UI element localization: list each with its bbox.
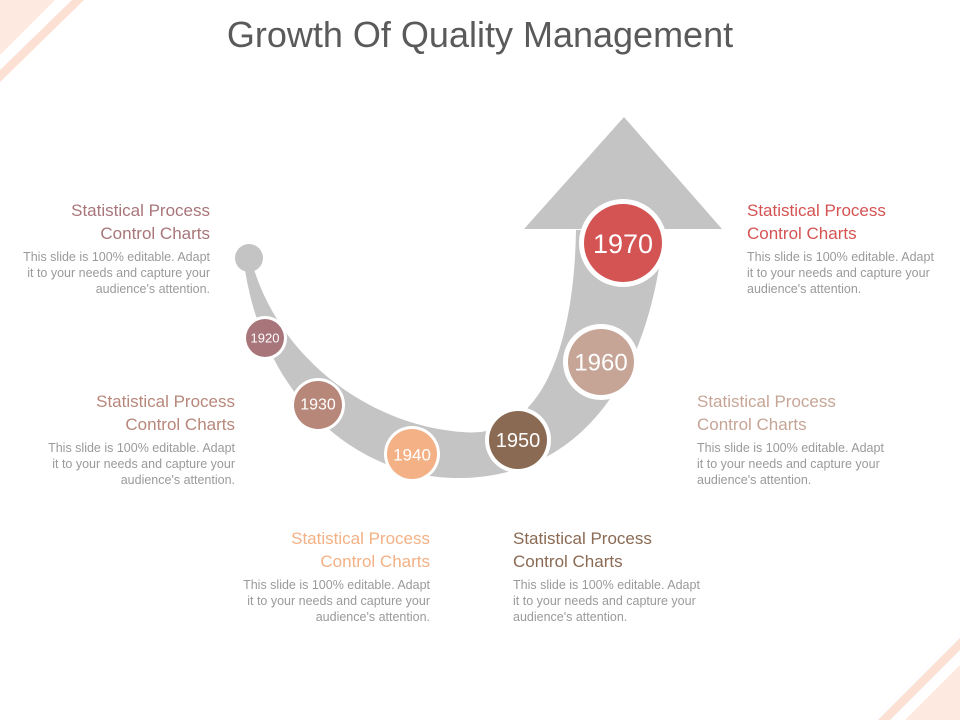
milestone-1930: 1930 [291,378,345,432]
info-block-heading: Statistical Process Control Charts [513,529,652,571]
milestone-1950: 1950 [485,407,551,473]
milestone-1940: 1940 [384,426,440,482]
info-block-1920: Statistical Process Control Charts This … [20,199,210,297]
info-block-1950: Statistical Process Control Charts This … [513,527,703,625]
milestone-year: 1970 [593,229,653,259]
info-block-1930: Statistical Process Control Charts This … [45,390,235,488]
page-title: Growth Of Quality Management [226,14,734,55]
milestone-year: 1930 [300,397,336,414]
arrow-start-dot [235,244,263,272]
info-block-1960: Statistical Process Control Charts This … [697,390,887,488]
corner-decoration-top-left [0,0,84,82]
info-block-1940: Statistical Process Control Charts This … [240,527,430,625]
info-block-body: This slide is 100% editable. Adapt it to… [23,250,210,296]
milestone-1960: 1960 [563,324,639,400]
info-block-heading: Statistical Process Control Charts [697,392,836,434]
milestone-year: 1920 [251,331,280,346]
info-block-body: This slide is 100% editable. Adapt it to… [513,578,700,624]
growth-arrow-head [524,117,722,229]
info-block-heading: Statistical Process Control Charts [71,201,210,243]
info-block-body: This slide is 100% editable. Adapt it to… [48,441,235,487]
milestone-year: 1960 [574,350,627,377]
info-block-body: This slide is 100% editable. Adapt it to… [747,250,934,296]
milestone-1970: 1970 [579,199,667,287]
milestone-1920: 1920 [243,316,287,360]
info-block-heading: Statistical Process Control Charts [96,392,235,434]
info-block-heading: Statistical Process Control Charts [747,201,886,243]
info-block-heading: Statistical Process Control Charts [291,529,430,571]
corner-decoration-bottom-right [878,638,960,720]
growth-arrow-band [244,230,664,479]
info-block-body: This slide is 100% editable. Adapt it to… [697,441,884,487]
milestone-year: 1950 [496,430,541,452]
info-block-body: This slide is 100% editable. Adapt it to… [243,578,430,624]
milestone-year: 1940 [393,446,431,465]
info-block-1970: Statistical Process Control Charts This … [747,199,937,297]
